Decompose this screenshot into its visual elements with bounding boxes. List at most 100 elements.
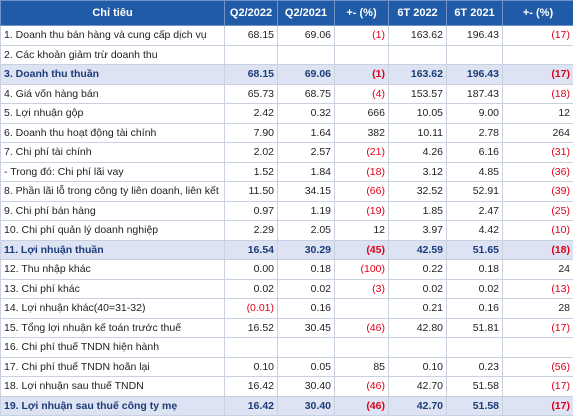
cell-6m-change: (18) — [503, 84, 573, 104]
table-row: 1. Doanh thu bán hàng và cung cấp dịch v… — [1, 26, 573, 46]
header-row: Chỉ tiêu Q2/2022 Q2/2021 +- (%) 6T 2022 … — [1, 1, 573, 26]
cell-q2-change: (46) — [335, 396, 389, 416]
table-header: Chỉ tiêu Q2/2022 Q2/2021 +- (%) 6T 2022 … — [1, 1, 573, 26]
cell-6m-change: 264 — [503, 123, 573, 143]
cell-6m-2022: 3.97 — [389, 221, 447, 241]
cell-6m-change: (10) — [503, 221, 573, 241]
cell-q2-2021 — [278, 338, 335, 358]
cell-q2-2021: 34.15 — [278, 182, 335, 202]
cell-6m-2021: 6.16 — [447, 143, 503, 163]
cell-q2-2022: 2.42 — [225, 104, 278, 124]
row-label: 1. Doanh thu bán hàng và cung cấp dịch v… — [1, 26, 225, 46]
cell-6m-2021: 51.81 — [447, 318, 503, 338]
row-label: 9. Chi phí bán hàng — [1, 201, 225, 221]
cell-q2-change: 382 — [335, 123, 389, 143]
cell-6m-2021 — [447, 45, 503, 65]
table-row: 16. Chi phí thuế TNDN hiện hành — [1, 338, 573, 358]
cell-q2-2021: 0.02 — [278, 279, 335, 299]
cell-q2-change: (4) — [335, 84, 389, 104]
cell-6m-2021: 0.23 — [447, 357, 503, 377]
row-label: 5. Lợi nhuận gộp — [1, 104, 225, 124]
cell-q2-2021: 30.40 — [278, 377, 335, 397]
cell-6m-2021: 51.58 — [447, 396, 503, 416]
cell-q2-2021: 69.06 — [278, 65, 335, 85]
column-header-q2-2022: Q2/2022 — [225, 1, 278, 26]
cell-6m-change: (17) — [503, 65, 573, 85]
cell-q2-2021: 1.84 — [278, 162, 335, 182]
cell-q2-2021: 69.06 — [278, 26, 335, 46]
cell-6m-change: (18) — [503, 240, 573, 260]
cell-6m-change: 28 — [503, 299, 573, 319]
cell-6m-2022: 42.70 — [389, 377, 447, 397]
row-label: 16. Chi phí thuế TNDN hiện hành — [1, 338, 225, 358]
row-label: - Trong đó: Chi phí lãi vay — [1, 162, 225, 182]
cell-q2-change: 666 — [335, 104, 389, 124]
cell-6m-2021 — [447, 338, 503, 358]
cell-q2-2022: 2.02 — [225, 143, 278, 163]
row-label: 14. Lợi nhuận khác(40=31-32) — [1, 299, 225, 319]
cell-6m-change: (17) — [503, 318, 573, 338]
row-label: 15. Tổng lợi nhuận kế toán trước thuế — [1, 318, 225, 338]
cell-6m-2021: 0.18 — [447, 260, 503, 280]
cell-6m-2022: 163.62 — [389, 26, 447, 46]
cell-6m-change: (17) — [503, 26, 573, 46]
row-label: 11. Lợi nhuận thuần — [1, 240, 225, 260]
column-header-6m-2022: 6T 2022 — [389, 1, 447, 26]
cell-6m-2021: 196.43 — [447, 65, 503, 85]
cell-q2-2022: 7.90 — [225, 123, 278, 143]
cell-6m-2022: 42.70 — [389, 396, 447, 416]
cell-6m-change: (25) — [503, 201, 573, 221]
cell-6m-2022: 0.21 — [389, 299, 447, 319]
cell-6m-change — [503, 45, 573, 65]
cell-6m-2022: 42.59 — [389, 240, 447, 260]
cell-q2-2022: 68.15 — [225, 65, 278, 85]
cell-6m-2022: 10.11 — [389, 123, 447, 143]
cell-q2-2021: 1.64 — [278, 123, 335, 143]
cell-q2-2022: 16.42 — [225, 377, 278, 397]
cell-q2-2022: 16.54 — [225, 240, 278, 260]
table-body: 1. Doanh thu bán hàng và cung cấp dịch v… — [1, 26, 573, 416]
cell-q2-change: (21) — [335, 143, 389, 163]
cell-q2-change — [335, 45, 389, 65]
column-header-indicator: Chỉ tiêu — [1, 1, 225, 26]
cell-q2-2022: 1.52 — [225, 162, 278, 182]
cell-q2-change — [335, 338, 389, 358]
cell-6m-change: (13) — [503, 279, 573, 299]
cell-q2-2022: 0.02 — [225, 279, 278, 299]
cell-6m-2022: 0.10 — [389, 357, 447, 377]
cell-q2-change: (1) — [335, 65, 389, 85]
cell-q2-2021: 68.75 — [278, 84, 335, 104]
cell-q2-change: (66) — [335, 182, 389, 202]
cell-q2-change: (100) — [335, 260, 389, 280]
cell-q2-2022: 0.00 — [225, 260, 278, 280]
cell-6m-change: 12 — [503, 104, 573, 124]
column-header-q2-change: +- (%) — [335, 1, 389, 26]
cell-q2-2021: 1.19 — [278, 201, 335, 221]
cell-6m-2022: 0.22 — [389, 260, 447, 280]
cell-6m-2021: 2.47 — [447, 201, 503, 221]
cell-6m-2022: 153.57 — [389, 84, 447, 104]
cell-6m-2021: 0.16 — [447, 299, 503, 319]
table-row: 8. Phần lãi lỗ trong công ty liên doanh,… — [1, 182, 573, 202]
cell-q2-change: (46) — [335, 377, 389, 397]
cell-q2-change: (19) — [335, 201, 389, 221]
cell-6m-2022: 10.05 — [389, 104, 447, 124]
row-label: 7. Chi phí tài chính — [1, 143, 225, 163]
cell-6m-2022: 42.80 — [389, 318, 447, 338]
row-label: 4. Giá vốn hàng bán — [1, 84, 225, 104]
cell-q2-2022: 2.29 — [225, 221, 278, 241]
row-label: 3. Doanh thu thuần — [1, 65, 225, 85]
cell-q2-2021: 0.18 — [278, 260, 335, 280]
row-label: 10. Chi phí quản lý doanh nghiệp — [1, 221, 225, 241]
